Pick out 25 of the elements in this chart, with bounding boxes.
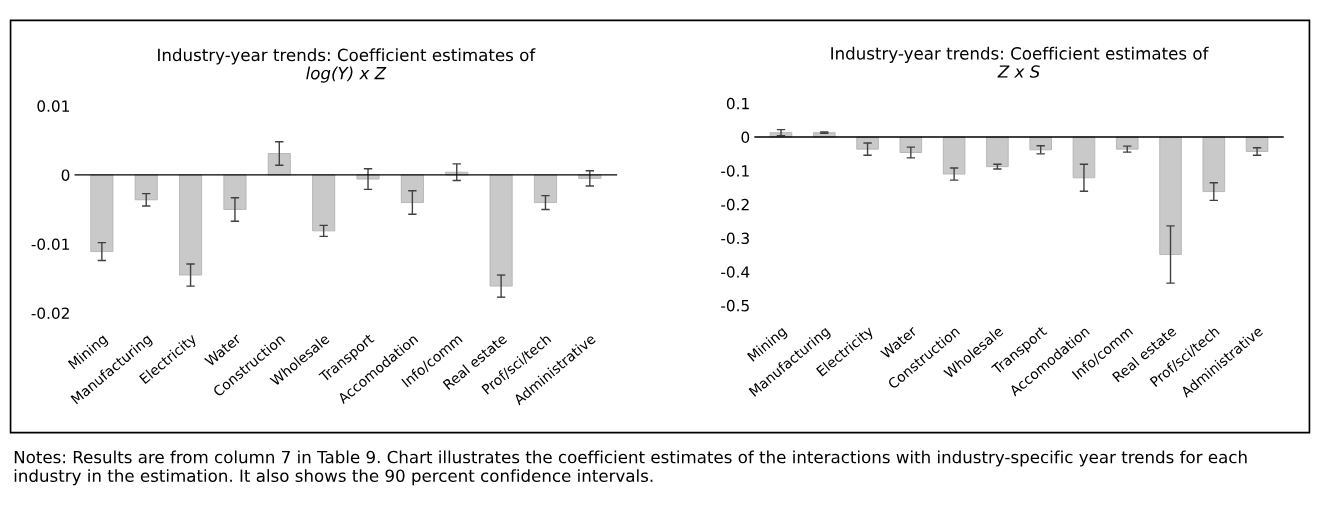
bar <box>400 174 424 203</box>
bar <box>312 174 336 232</box>
y-tick-label: -0.1 <box>721 165 749 177</box>
bar <box>489 174 513 287</box>
bar <box>90 174 114 252</box>
bar <box>223 174 247 210</box>
y-tick-label: -0.02 <box>31 307 69 320</box>
bar <box>267 153 291 176</box>
bar <box>533 174 557 203</box>
y-tick-label: -0.2 <box>721 198 749 211</box>
y-tick-label: -0.5 <box>721 299 749 312</box>
bar <box>179 174 203 276</box>
chart-subtitle: log(Y) x Z <box>306 66 387 83</box>
y-tick-label: 0 <box>741 131 750 144</box>
y-tick-label: -0.3 <box>721 232 749 245</box>
y-tick-label: 0 <box>61 169 70 181</box>
bar <box>134 174 158 201</box>
text: Notes: Results are from column 7 in Table 9. Chart illustrates the coefficient estimates of the interactions with industry-specific year trends for each industry in the estimation. It also shows the 90 percent confidence intervals. <box>14 450 1247 486</box>
y-tick-label: -0.4 <box>721 266 750 278</box>
y-tick-label: 0.01 <box>37 100 69 112</box>
chart-subtitle: Z x S <box>997 65 1040 78</box>
chart-title: Industry-year trends: Coefficient estimates of <box>158 48 536 65</box>
y-tick-label: -0.01 <box>31 238 69 250</box>
chart-title: Industry-year trends: Coefficient estimates of <box>831 46 1209 63</box>
y-tick-label: 0.1 <box>726 97 749 110</box>
